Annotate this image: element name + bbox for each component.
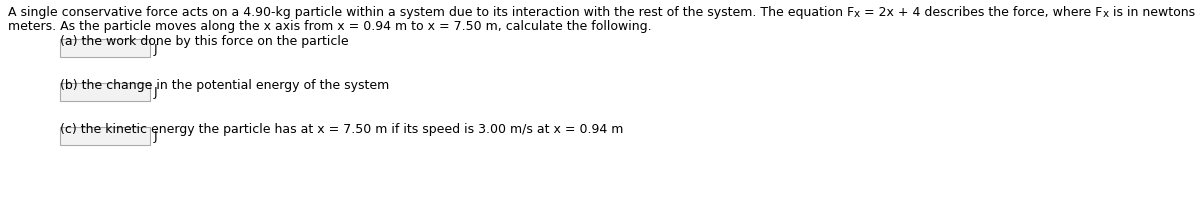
Bar [60,40,150,58]
Text: is in newtons and x is in: is in newtons and x is in [1109,6,1200,19]
Text: (b) the change in the potential energy of the system: (b) the change in the potential energy o… [60,79,389,92]
Text: = 2x + 4 describes the force, where F: = 2x + 4 describes the force, where F [860,6,1103,19]
Text: x: x [1103,9,1109,19]
Bar [60,127,150,145]
Text: A single conservative force acts on a 4.90-kg particle within a system due to it: A single conservative force acts on a 4.… [8,6,854,19]
Bar [60,84,150,101]
Text: meters. As the particle moves along the x axis from x = 0.94 m to x = 7.50 m, ca: meters. As the particle moves along the … [8,20,652,33]
Text: (c) the kinetic energy the particle has at x = 7.50 m if its speed is 3.00 m/s a: (c) the kinetic energy the particle has … [60,122,623,135]
Text: J: J [154,130,157,143]
Text: (a) the work done by this force on the particle: (a) the work done by this force on the p… [60,35,349,48]
Text: J: J [154,42,157,55]
Text: J: J [154,86,157,99]
Text: x: x [854,9,860,19]
